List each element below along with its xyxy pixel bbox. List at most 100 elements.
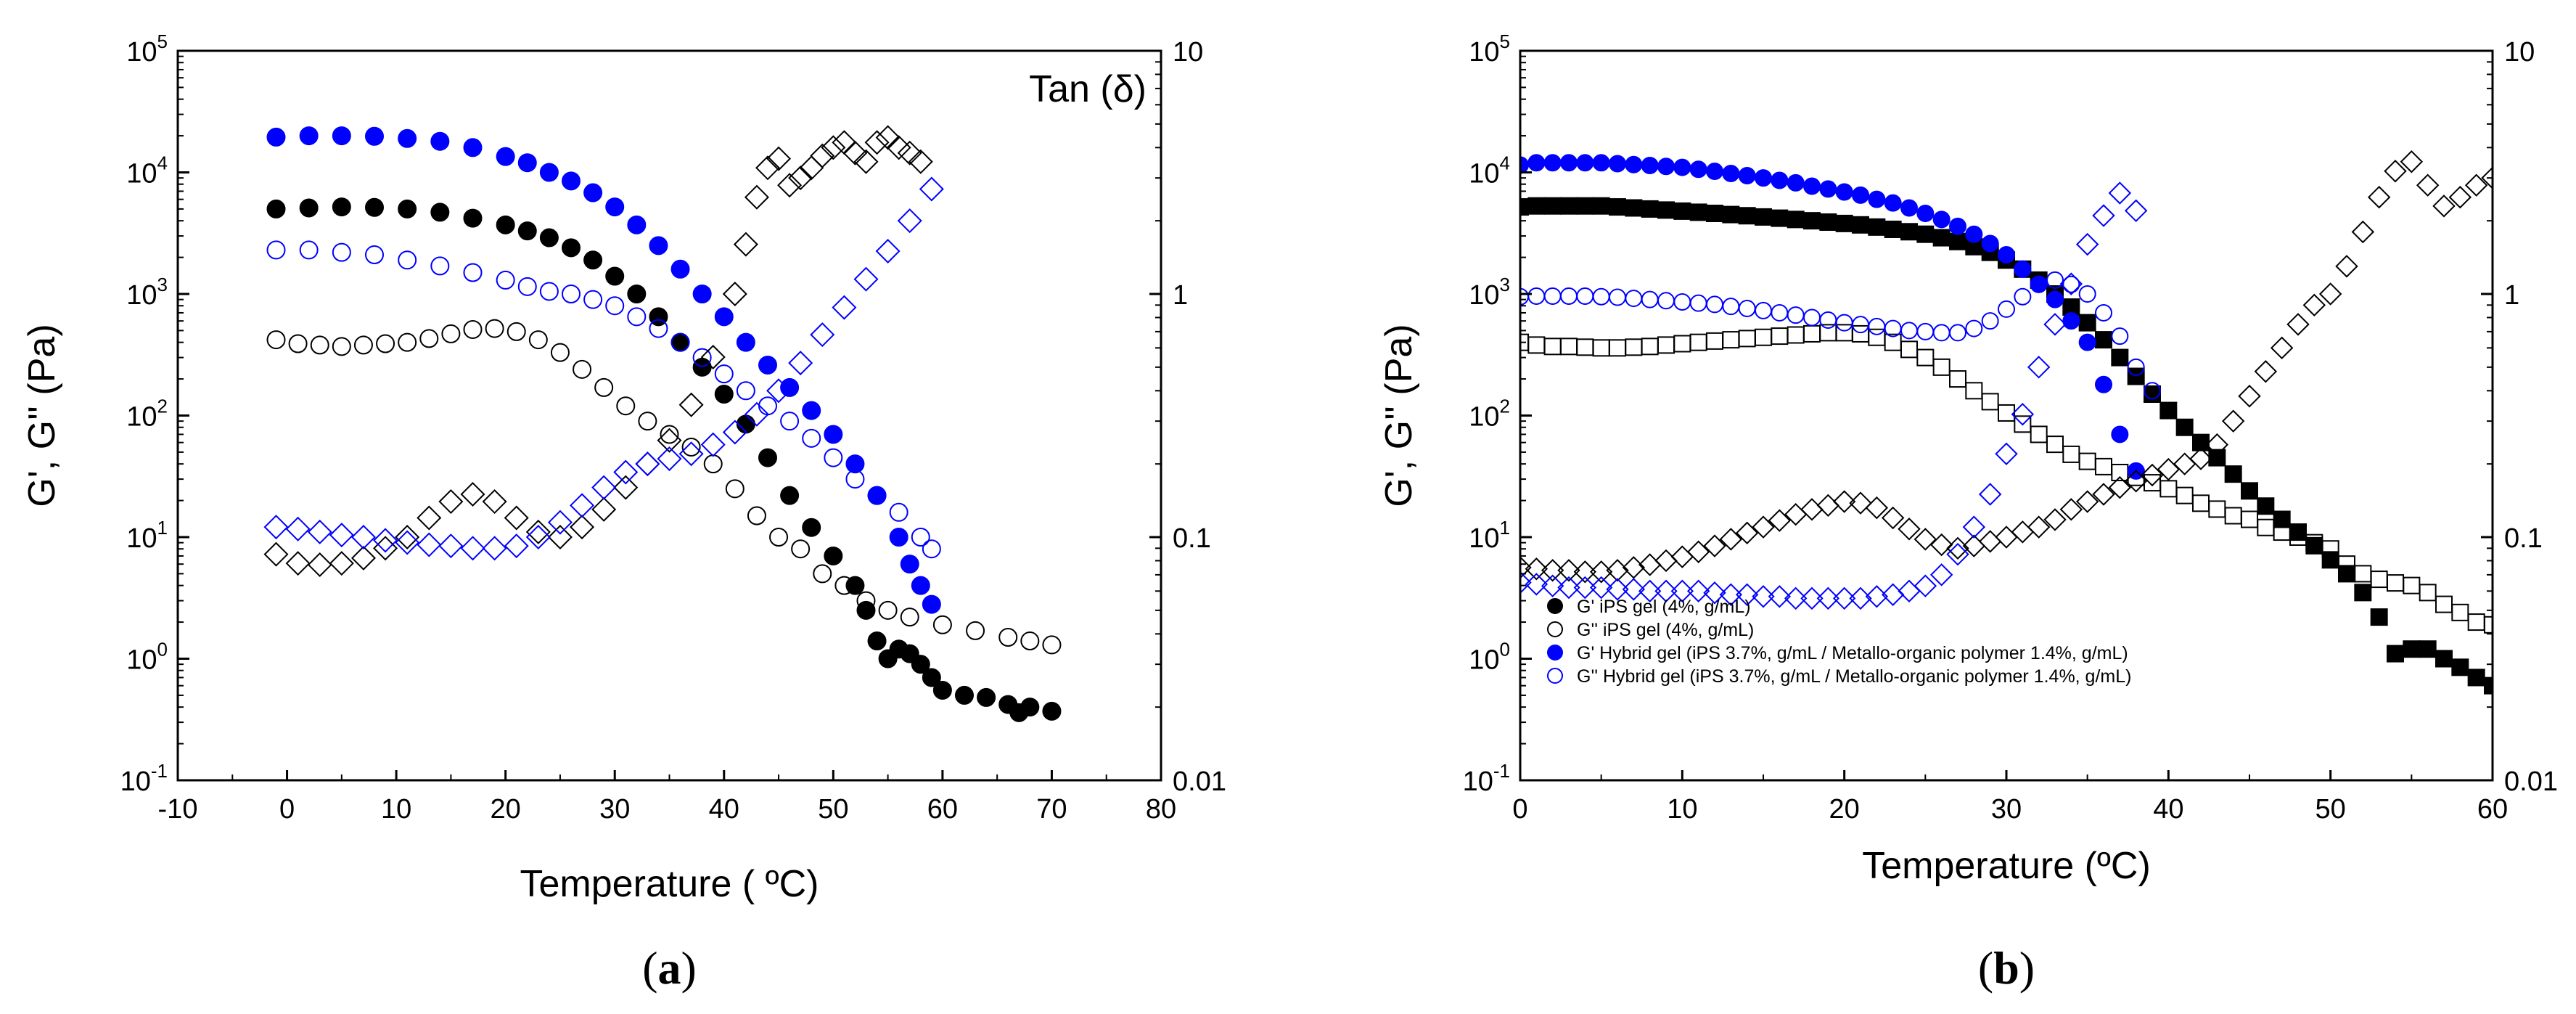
data-point xyxy=(2030,425,2048,443)
data-point xyxy=(1576,338,1594,356)
data-point xyxy=(2108,475,2132,499)
data-point xyxy=(398,128,417,148)
data-point xyxy=(1673,158,1691,176)
data-point xyxy=(1673,202,1691,220)
data-point xyxy=(1913,574,1937,597)
data-point xyxy=(1657,292,1675,310)
data-point xyxy=(766,378,792,404)
data-point xyxy=(2224,507,2242,525)
data-point xyxy=(1527,336,1546,354)
data-point xyxy=(1949,232,1966,250)
data-point xyxy=(2387,645,2404,663)
data-point xyxy=(2224,465,2242,483)
data-point xyxy=(845,576,865,595)
data-point xyxy=(266,240,286,260)
data-point xyxy=(1868,190,1886,208)
data-point xyxy=(714,364,734,384)
panel-a-data-marks xyxy=(263,125,1062,722)
data-point xyxy=(1042,635,1062,655)
data-point xyxy=(2467,668,2485,687)
data-point xyxy=(875,125,901,150)
data-point xyxy=(1884,220,1902,238)
data-point xyxy=(1865,496,1889,520)
data-point xyxy=(2416,173,2440,197)
panel-b-data-marks xyxy=(1520,150,2493,695)
data-point xyxy=(1932,358,1951,376)
data-point xyxy=(1787,306,1805,324)
legend-label: G' iPS gel (4%, g/mL) xyxy=(1577,597,1751,617)
data-point xyxy=(2370,571,2388,589)
series-tan-hybrid-gel xyxy=(1520,181,2148,610)
data-point xyxy=(591,475,617,500)
data-point xyxy=(889,528,908,547)
y-tick-label: 100 xyxy=(1469,639,1510,676)
data-point xyxy=(583,250,603,270)
data-point xyxy=(517,221,537,241)
data-point xyxy=(649,236,668,255)
data-point xyxy=(2043,508,2067,531)
data-point xyxy=(692,357,712,377)
data-point xyxy=(395,524,420,550)
data-point xyxy=(1738,207,1756,225)
data-point xyxy=(1965,319,1983,338)
data-point xyxy=(263,541,289,567)
data-point xyxy=(463,319,483,339)
data-point xyxy=(714,307,734,327)
data-point xyxy=(824,425,843,444)
data-point xyxy=(900,608,919,627)
data-point xyxy=(266,127,286,147)
data-point xyxy=(1852,316,1869,334)
data-point xyxy=(2481,166,2493,189)
series-tan-hybrid-gel xyxy=(263,176,944,561)
data-point xyxy=(1916,225,1935,243)
x-tick-label: 40 xyxy=(2153,794,2183,825)
data-point xyxy=(1525,573,1549,596)
data-point xyxy=(2111,348,2129,367)
data-point xyxy=(1641,290,1659,308)
data-point xyxy=(591,496,617,522)
data-point xyxy=(376,334,395,353)
data-point xyxy=(832,130,857,155)
data-point xyxy=(1657,336,1675,354)
data-point xyxy=(2302,293,2326,317)
data-point xyxy=(1800,586,1824,610)
data-point xyxy=(496,215,515,234)
data-point xyxy=(736,332,755,352)
data-point xyxy=(562,171,581,191)
data-point xyxy=(1560,287,1578,305)
data-point xyxy=(285,551,311,576)
data-point xyxy=(1998,300,2015,318)
data-point xyxy=(1592,197,1610,215)
data-point xyxy=(722,420,747,445)
data-point xyxy=(2189,447,2212,470)
data-point xyxy=(889,502,908,522)
data-point xyxy=(2432,195,2456,218)
data-point xyxy=(395,530,420,555)
data-point xyxy=(2338,555,2355,573)
data-point xyxy=(733,232,758,257)
data-point xyxy=(660,425,679,444)
data-point xyxy=(2175,418,2194,436)
data-point xyxy=(263,515,289,540)
x-tick-label: 60 xyxy=(2477,794,2508,825)
data-point xyxy=(1946,542,1969,566)
data-point xyxy=(2078,452,2096,470)
series-g-ips-gel xyxy=(1520,324,2493,634)
data-point xyxy=(1835,214,1853,232)
data-point xyxy=(2208,449,2226,467)
data-point xyxy=(856,600,876,620)
data-point xyxy=(1819,324,1837,342)
data-point xyxy=(539,163,559,182)
legend-label: G' Hybrid gel (iPS 3.7%, g/mL / Metallo-… xyxy=(1577,643,2128,663)
data-point xyxy=(834,576,854,595)
data-point xyxy=(1738,299,1756,317)
y-tick-label: 10-1 xyxy=(120,760,168,797)
data-point xyxy=(2059,272,2083,295)
data-point xyxy=(681,437,701,457)
data-point xyxy=(736,414,755,434)
data-point xyxy=(1978,530,2002,553)
data-point xyxy=(1932,324,1951,342)
data-point xyxy=(2043,313,2067,336)
data-point xyxy=(365,126,384,146)
data-point xyxy=(2062,312,2080,330)
